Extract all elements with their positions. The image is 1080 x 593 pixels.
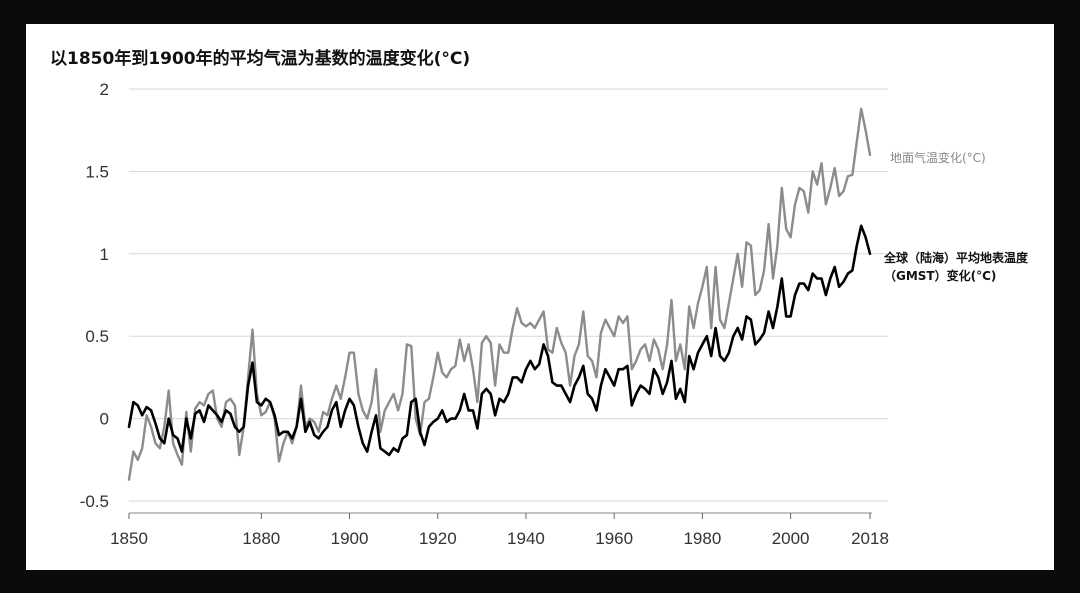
x-tick-label: 1920 [419, 529, 457, 548]
x-tick-label: 1960 [595, 529, 633, 548]
x-tick-label: 1900 [331, 529, 369, 548]
legend-gmst: 全球（陆海）平均地表温度 （GMST）变化(°C) [884, 249, 1028, 285]
x-tick-label: 1940 [507, 529, 545, 548]
y-tick-label: -0.5 [80, 492, 109, 511]
x-tick-label: 1980 [683, 529, 721, 548]
y-tick-label: 2 [100, 80, 109, 99]
y-tick-label: 1.5 [85, 162, 109, 181]
chart-title: 以1850年到1900年的平均气温为基数的温度变化(°C) [50, 49, 471, 69]
legend-gmst-line2: （GMST）变化(°C) [884, 269, 997, 283]
temperature-chart: -0.5 0 0.5 1 1.5 2 1850 1880 1900 1920 1940 1960 198… [80, 80, 889, 548]
x-tick-label: 2000 [772, 529, 810, 548]
y-tick-label: 0.5 [85, 327, 109, 346]
y-tick-label: 1 [100, 245, 109, 264]
chart-frame: 以1850年到1900年的平均气温为基数的温度变化(°C) -0.5 0 0.5 1 1… [26, 24, 1054, 570]
x-tick-label: 2018 [851, 529, 889, 548]
legend-surface-temperature: 地面气温变化(°C) [890, 151, 986, 165]
x-tick-label: 1880 [242, 529, 280, 548]
legend-gmst-line1: 全球（陆海）平均地表温度 [884, 251, 1029, 265]
series-line-gmst [127, 224, 872, 457]
x-tick-label: 1850 [110, 529, 148, 548]
series-line-surface-temperature [127, 107, 872, 481]
y-tick-label: 0 [100, 410, 109, 429]
